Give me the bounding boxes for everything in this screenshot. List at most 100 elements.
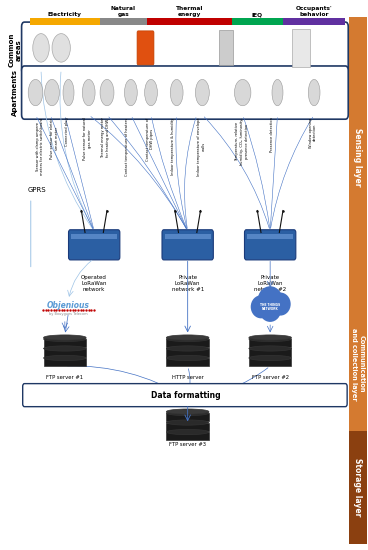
FancyBboxPatch shape — [166, 422, 209, 431]
FancyBboxPatch shape — [249, 349, 291, 356]
Text: Thermal
energy: Thermal energy — [176, 7, 203, 17]
FancyBboxPatch shape — [43, 349, 86, 356]
Text: FTP server #1: FTP server #1 — [46, 375, 84, 380]
Text: by Bouygues Telecom: by Bouygues Telecom — [49, 312, 88, 316]
FancyBboxPatch shape — [137, 31, 154, 65]
Text: Occupants'
behavior: Occupants' behavior — [296, 7, 332, 17]
Text: FTP server #3: FTP server #3 — [169, 442, 206, 447]
FancyBboxPatch shape — [349, 431, 367, 544]
Ellipse shape — [28, 79, 43, 106]
Text: Indoor temperature of envelope
walls: Indoor temperature of envelope walls — [197, 118, 205, 176]
Ellipse shape — [33, 34, 49, 62]
FancyBboxPatch shape — [147, 18, 232, 25]
FancyBboxPatch shape — [349, 17, 367, 297]
Text: Data formatting: Data formatting — [151, 390, 221, 400]
FancyBboxPatch shape — [166, 413, 209, 421]
Ellipse shape — [249, 335, 291, 340]
Ellipse shape — [43, 346, 86, 351]
Ellipse shape — [166, 420, 209, 425]
Text: Natural
gas: Natural gas — [111, 7, 136, 17]
FancyBboxPatch shape — [166, 432, 209, 440]
Ellipse shape — [43, 335, 86, 340]
Text: Apartments: Apartments — [13, 69, 18, 117]
FancyBboxPatch shape — [71, 234, 117, 239]
FancyBboxPatch shape — [244, 230, 296, 260]
FancyBboxPatch shape — [219, 30, 233, 65]
FancyBboxPatch shape — [100, 18, 147, 25]
Ellipse shape — [166, 346, 209, 351]
Ellipse shape — [195, 79, 209, 106]
Ellipse shape — [166, 410, 209, 416]
FancyBboxPatch shape — [164, 234, 211, 239]
Text: Private
LoRaWan
network #1: Private LoRaWan network #1 — [171, 275, 204, 292]
Ellipse shape — [166, 355, 209, 361]
FancyBboxPatch shape — [30, 18, 100, 25]
Text: Pulse sensor for eletric
smart meter: Pulse sensor for eletric smart meter — [50, 118, 59, 159]
Ellipse shape — [63, 79, 74, 106]
FancyBboxPatch shape — [43, 339, 86, 347]
Ellipse shape — [166, 430, 209, 434]
Ellipse shape — [249, 346, 291, 351]
FancyBboxPatch shape — [249, 358, 291, 366]
FancyBboxPatch shape — [283, 18, 345, 25]
Text: Presence detection: Presence detection — [270, 118, 274, 152]
FancyBboxPatch shape — [166, 358, 209, 366]
Text: Objenious: Objenious — [47, 301, 90, 310]
Text: Sensor with clamp ampere
meters for electric switchboard: Sensor with clamp ampere meters for elec… — [36, 118, 44, 175]
Text: THE THINGS
NETWORK: THE THINGS NETWORK — [260, 302, 280, 311]
Ellipse shape — [43, 337, 86, 342]
Text: Communication
and collection layer: Communication and collection layer — [351, 328, 364, 400]
Text: Sensing layer: Sensing layer — [353, 128, 362, 186]
Ellipse shape — [124, 79, 137, 106]
Text: Connected plug: Connected plug — [65, 118, 69, 146]
Text: GPRS: GPRS — [27, 187, 46, 193]
Ellipse shape — [249, 337, 291, 342]
FancyBboxPatch shape — [22, 66, 348, 119]
Ellipse shape — [145, 79, 158, 106]
Text: Temperature, relative
humidity, CO₂, luminosity,
presence detection: Temperature, relative humidity, CO₂, lum… — [235, 118, 248, 165]
FancyBboxPatch shape — [166, 349, 209, 356]
Ellipse shape — [249, 355, 291, 361]
Ellipse shape — [259, 297, 281, 322]
Text: Common
areas: Common areas — [9, 33, 22, 67]
Ellipse shape — [258, 286, 283, 314]
Ellipse shape — [308, 79, 320, 106]
FancyBboxPatch shape — [232, 18, 283, 25]
Ellipse shape — [234, 79, 251, 106]
Ellipse shape — [272, 79, 283, 106]
Ellipse shape — [166, 335, 209, 340]
Ellipse shape — [170, 79, 183, 106]
Ellipse shape — [166, 409, 209, 414]
Text: Contact temperature of
DHW pipes: Contact temperature of DHW pipes — [145, 118, 154, 161]
FancyBboxPatch shape — [292, 29, 311, 67]
Ellipse shape — [52, 34, 70, 62]
Ellipse shape — [166, 337, 209, 342]
Ellipse shape — [251, 295, 271, 318]
Text: HTTP server: HTTP server — [172, 375, 204, 380]
Ellipse shape — [82, 79, 95, 106]
FancyBboxPatch shape — [23, 384, 347, 406]
FancyBboxPatch shape — [249, 339, 291, 347]
Text: Operated
LoRaWan
network: Operated LoRaWan network — [81, 275, 107, 292]
FancyBboxPatch shape — [68, 230, 120, 260]
FancyBboxPatch shape — [349, 297, 367, 431]
Text: Thermal energy meter
for heating and DHW: Thermal energy meter for heating and DHW — [102, 118, 110, 158]
Text: Indoor temperature & humidity: Indoor temperature & humidity — [171, 118, 175, 175]
Ellipse shape — [270, 293, 291, 316]
Text: IEQ: IEQ — [252, 12, 263, 17]
FancyBboxPatch shape — [247, 234, 293, 239]
FancyBboxPatch shape — [22, 22, 348, 74]
Text: Pulse sensor for natural
gas meter: Pulse sensor for natural gas meter — [83, 118, 92, 160]
Ellipse shape — [45, 79, 59, 106]
Ellipse shape — [43, 355, 86, 361]
Text: Window opening
detection: Window opening detection — [309, 118, 317, 148]
Text: Storage layer: Storage layer — [353, 458, 362, 516]
Ellipse shape — [100, 79, 114, 106]
Text: Private
LoRaWan
network #2: Private LoRaWan network #2 — [254, 275, 286, 292]
Text: Contact temperature of heaters: Contact temperature of heaters — [125, 118, 129, 175]
FancyBboxPatch shape — [162, 230, 213, 260]
Text: FTP server #2: FTP server #2 — [252, 375, 289, 380]
Text: Electricity: Electricity — [48, 12, 82, 17]
FancyBboxPatch shape — [166, 339, 209, 347]
FancyBboxPatch shape — [43, 358, 86, 366]
